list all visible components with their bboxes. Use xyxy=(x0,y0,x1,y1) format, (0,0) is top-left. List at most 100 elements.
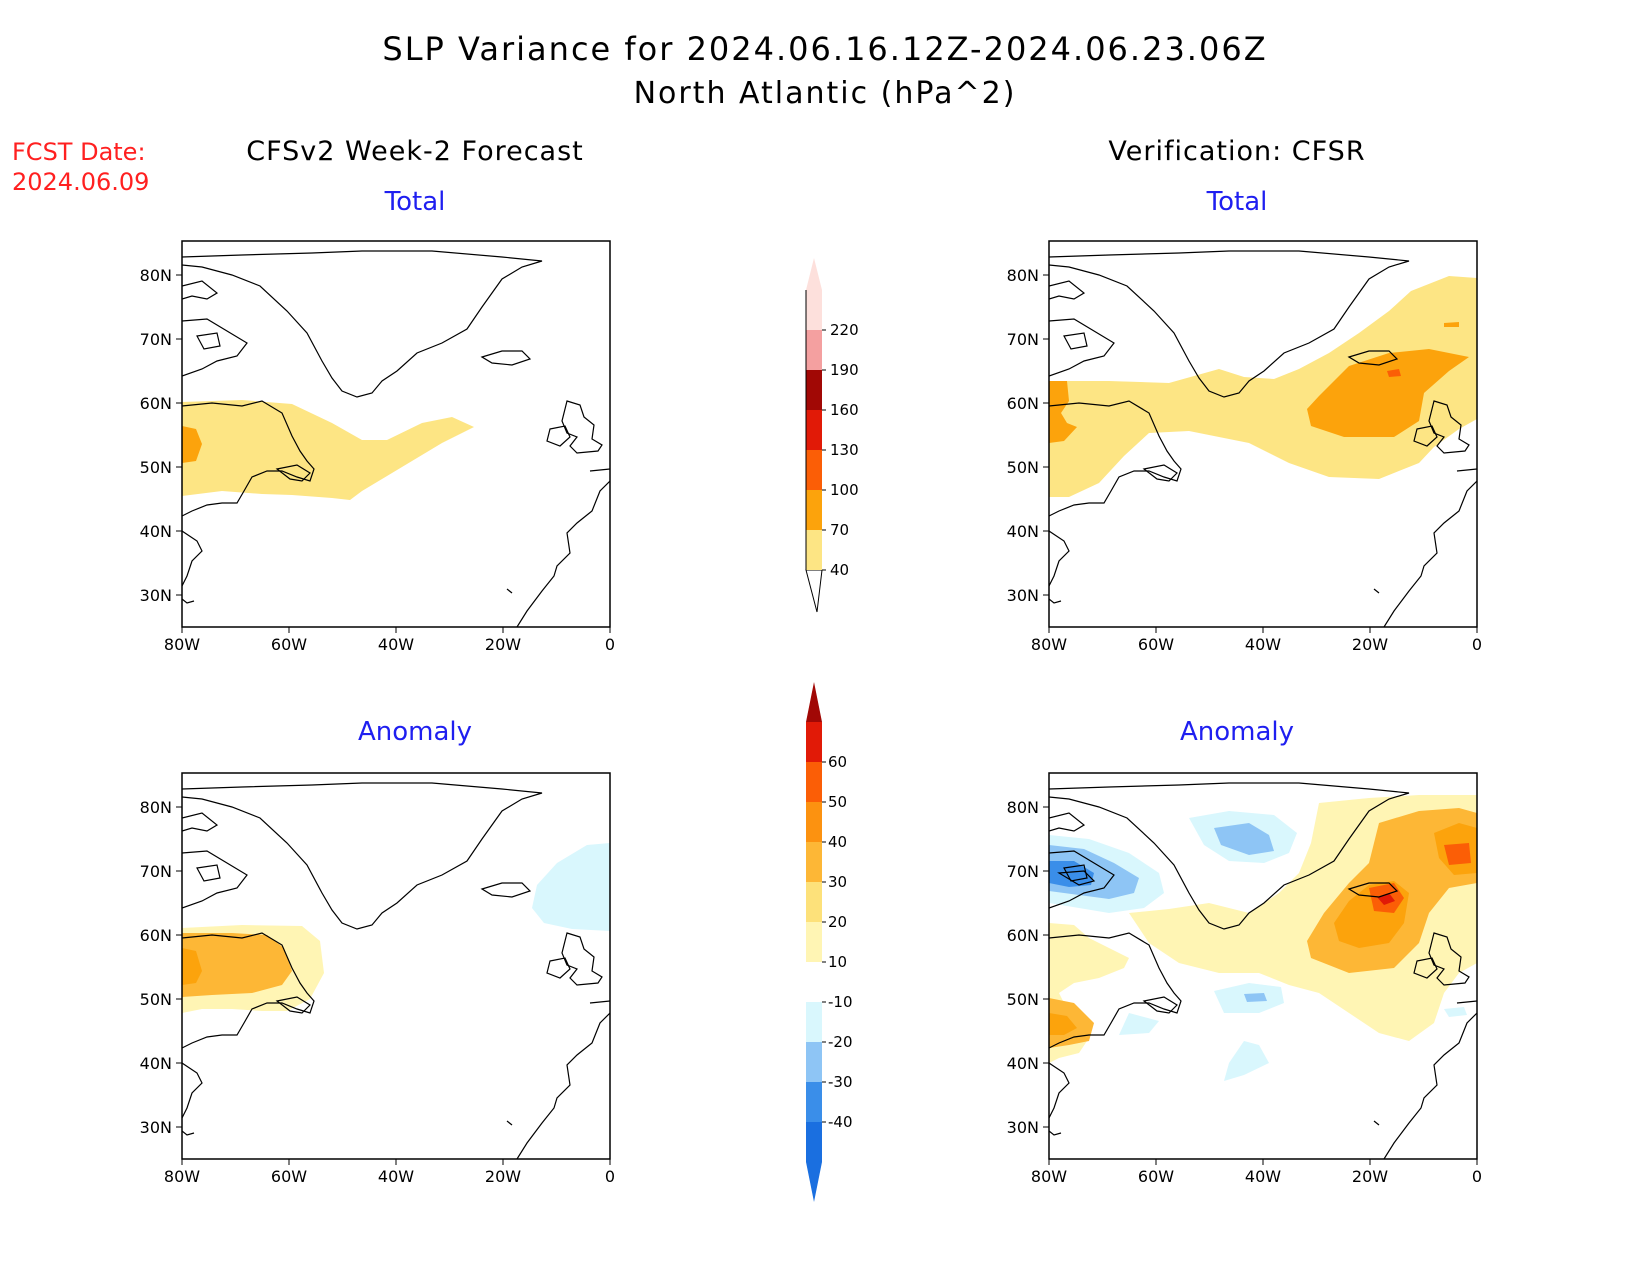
colorbar-total-lower-tip xyxy=(805,569,823,613)
colorbar-anomaly-label: 60 xyxy=(828,753,847,771)
shading-verification-anomaly-neg30 xyxy=(1049,861,1094,887)
shading-verification-anomaly-30-c xyxy=(1049,1013,1077,1035)
colorbar-total-label: 220 xyxy=(830,321,859,339)
map-verification-anomaly: 80N 70N 60N 50N 40N 30N 80W 60W 40W 20W 0 xyxy=(1007,772,1482,1186)
left-column-title: CFSv2 Week-2 Forecast xyxy=(246,136,584,167)
shading-verification-total-40 xyxy=(1049,276,1477,497)
shading-verification-anomaly-neg10-d xyxy=(1224,1041,1269,1081)
colorbar-anomaly-label: -20 xyxy=(828,1033,853,1051)
shading-forecast-anomaly-30 xyxy=(182,948,202,985)
lon-tick-label: 40W xyxy=(378,1167,414,1186)
colorbar-anomaly-swatch xyxy=(806,1082,822,1122)
shading-forecast-anomaly-neg10 xyxy=(532,843,610,931)
colorbar-total-swatch xyxy=(806,450,822,490)
colorbar-anomaly-lower-tip xyxy=(806,1162,822,1202)
colorbar-anomaly-label: -30 xyxy=(828,1073,853,1091)
colorbar-total-swatch xyxy=(806,490,822,530)
lon-tick-label: 40W xyxy=(378,635,414,654)
colorbar-anomaly-upper-tip xyxy=(806,682,822,722)
lat-tick-label: 60N xyxy=(140,394,172,413)
lon-tick-label: 80W xyxy=(1031,635,1067,654)
colorbar-anomaly: -40 -30 -20 -10 10 20 30 40 50 60 xyxy=(806,682,853,1202)
colorbar-total-swatch xyxy=(806,410,822,450)
axes-verification-total: 80N 70N 60N 50N 40N 30N 80W 60W 40W 20W 0 xyxy=(1007,266,1482,654)
shading-verification-anomaly-neg20-c xyxy=(1244,993,1267,1002)
colorbar-anomaly-swatch xyxy=(806,1002,822,1042)
coastlines-forecast-total xyxy=(182,250,610,627)
lat-tick-label: 60N xyxy=(1007,926,1039,945)
figure-title: SLP Variance for 2024.06.16.12Z-2024.06.… xyxy=(382,30,1267,68)
lat-tick-label: 40N xyxy=(1007,522,1039,541)
colorbar-anomaly-label: 20 xyxy=(828,913,847,931)
fcst-date-label: FCST Date: xyxy=(12,138,146,166)
colorbar-total-swatch xyxy=(806,370,822,410)
colorbar-total-swatch xyxy=(806,330,822,370)
axes-verification-anomaly: 80N 70N 60N 50N 40N 30N 80W 60W 40W 20W 0 xyxy=(1007,798,1482,1186)
map-forecast-total: 80N 70N 60N 50N 40N 30N 80W 60W 40W 20W 0 xyxy=(140,240,615,654)
lon-tick-label: 20W xyxy=(485,635,521,654)
lon-tick-label: 0 xyxy=(1472,1167,1482,1186)
lat-tick-label: 70N xyxy=(140,330,172,349)
lon-tick-label: 40W xyxy=(1245,635,1281,654)
lat-tick-label: 70N xyxy=(1007,330,1039,349)
lon-tick-label: 40W xyxy=(1245,1167,1281,1186)
lon-tick-label: 20W xyxy=(1352,635,1388,654)
coastlines-verification-total xyxy=(1049,250,1477,627)
lat-tick-label: 30N xyxy=(1007,586,1039,605)
colorbar-total-label: 40 xyxy=(830,561,849,579)
shading-verification-anomaly-neg20 xyxy=(1214,823,1274,855)
lat-tick-label: 70N xyxy=(1007,862,1039,881)
lon-tick-label: 0 xyxy=(605,635,615,654)
colorbar-total-label: 160 xyxy=(830,401,859,419)
lat-tick-label: 50N xyxy=(140,458,172,477)
shading-verification-anomaly-40-b xyxy=(1444,843,1471,865)
shading-forecast-total-70 xyxy=(182,426,202,463)
colorbar-anomaly-swatch xyxy=(806,1122,822,1162)
coastlines-forecast-anomaly xyxy=(182,782,610,1159)
colorbar-anomaly-swatch xyxy=(806,842,822,882)
colorbar-anomaly-label: 40 xyxy=(828,833,847,851)
shading-verification-total-70-b xyxy=(1049,381,1077,443)
panel-title-forecast-total: Total xyxy=(384,187,446,217)
colorbar-total-label: 100 xyxy=(830,481,859,499)
colorbar-anomaly-label: -10 xyxy=(828,993,853,1011)
colorbar-anomaly-label: 50 xyxy=(828,793,847,811)
lon-tick-label: 20W xyxy=(485,1167,521,1186)
shading-forecast-total-40 xyxy=(182,400,474,500)
lon-tick-label: 60W xyxy=(271,635,307,654)
colorbar-anomaly-label: 10 xyxy=(828,953,847,971)
shading-verification-anomaly-neg10-f xyxy=(1444,1007,1467,1017)
lat-tick-label: 40N xyxy=(140,1054,172,1073)
shading-verification-total-70 xyxy=(1307,349,1469,437)
colorbar-anomaly-label: 30 xyxy=(828,873,847,891)
lat-tick-label: 40N xyxy=(140,522,172,541)
colorbar-total-upper-tip xyxy=(806,258,822,290)
map-verification-total: 80N 70N 60N 50N 40N 30N 80W 60W 40W 20W 0 xyxy=(1007,240,1482,654)
lat-tick-label: 50N xyxy=(1007,990,1039,1009)
lon-tick-label: 60W xyxy=(1138,1167,1174,1186)
lon-tick-label: 20W xyxy=(1352,1167,1388,1186)
lon-tick-label: 60W xyxy=(271,1167,307,1186)
lat-tick-label: 80N xyxy=(1007,266,1039,285)
fcst-date-value: 2024.06.09 xyxy=(12,168,149,196)
colorbar-total-swatch xyxy=(806,290,822,330)
lat-tick-label: 50N xyxy=(1007,458,1039,477)
lon-tick-label: 60W xyxy=(1138,635,1174,654)
colorbar-anomaly-swatch xyxy=(806,802,822,842)
right-column-title: Verification: CFSR xyxy=(1108,136,1365,167)
shading-forecast-anomaly-20 xyxy=(182,933,292,997)
shading-verification-total-100 xyxy=(1387,369,1401,377)
figure-subtitle: North Atlantic (hPa^2) xyxy=(634,76,1017,111)
colorbar-total-label: 130 xyxy=(830,441,859,459)
colorbar-anomaly-swatch xyxy=(806,722,822,762)
colorbar-total: 40 70 100 130 160 190 220 xyxy=(805,258,859,613)
panel-title-verification-anomaly: Anomaly xyxy=(1180,717,1294,747)
lon-tick-label: 0 xyxy=(605,1167,615,1186)
colorbar-total-label: 70 xyxy=(830,521,849,539)
panel-title-forecast-anomaly: Anomaly xyxy=(358,717,472,747)
lat-tick-label: 80N xyxy=(1007,798,1039,817)
lon-tick-label: 0 xyxy=(1472,635,1482,654)
lat-tick-label: 50N xyxy=(140,990,172,1009)
colorbar-total-label: 190 xyxy=(830,361,859,379)
